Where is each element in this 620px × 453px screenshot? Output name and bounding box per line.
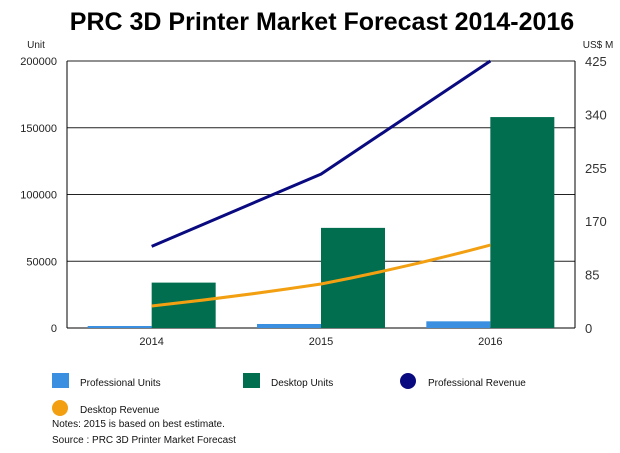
legend: Professional Units Desktop Units Professio… [52,373,526,416]
legend-swatch-desktop-units [243,373,260,388]
axes [66,61,576,328]
line-group [151,59,492,308]
left-axis-unit: Unit [27,40,45,51]
left-tick-label: 200000 [20,56,57,68]
bar-professional-units [426,321,491,328]
right-tick-label: 255 [585,161,607,176]
right-tick-label: 425 [585,54,607,69]
x-tick-label: 2016 [478,336,502,348]
source-text: Source : PRC 3D Printer Market Forecast [52,435,236,446]
legend-label-desktop-revenue: Desktop Revenue [80,405,160,416]
line-desktop-revenue [151,243,491,308]
left-tick-label: 50000 [26,256,57,268]
line-professional-revenue [151,59,492,248]
x-tick-label: 2014 [139,336,163,348]
bar-group [87,117,555,328]
legend-label-desktop-units: Desktop Units [271,378,333,389]
right-tick-label: 0 [585,321,592,336]
notes-text: Notes: 2015 is based on best estimate. [52,419,225,430]
chart-title: PRC 3D Printer Market Forecast 2014-2016 [70,8,574,36]
right-axis-unit: US$ M [583,40,614,51]
legend-swatch-professional-revenue [400,373,416,389]
left-tick-label: 150000 [20,123,57,135]
legend-swatch-desktop-revenue [52,400,68,416]
x-tick-label: 2015 [309,336,333,348]
right-tick-label: 340 [585,107,607,122]
legend-swatch-professional-units [52,373,69,388]
tick-labels: 0 50000 100000 150000 200000 0 85 170 255 340 425 2… [20,54,606,348]
right-tick-label: 85 [585,268,599,283]
right-tick-label: 170 [585,214,607,229]
left-tick-label: 0 [51,323,57,335]
bar-professional-units [257,323,321,328]
bar-professional-units [87,325,152,328]
left-tick-label: 100000 [20,190,57,202]
bar-desktop-units [490,117,555,328]
legend-label-professional-revenue: Professional Revenue [428,378,526,389]
legend-label-professional-units: Professional Units [80,378,161,389]
